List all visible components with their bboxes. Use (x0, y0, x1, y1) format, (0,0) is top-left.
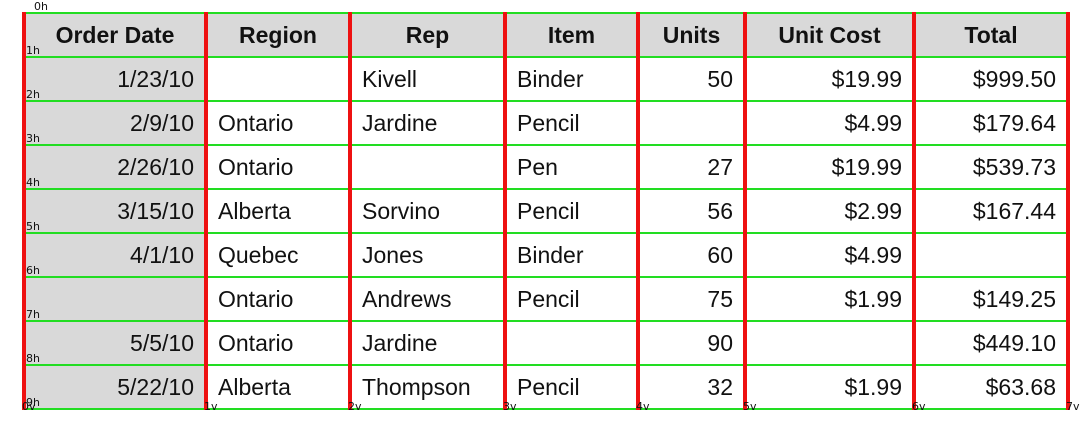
column-marker: 6v (912, 400, 926, 413)
cell-total[interactable]: $179.64 (912, 100, 1070, 146)
cell-rep[interactable]: Jardine (348, 100, 507, 146)
data-table: Order Date Region Rep Item Units Unit Co… (22, 12, 1070, 410)
cell-unit-cost[interactable]: $2.99 (743, 188, 916, 234)
cell-rep[interactable]: Thompson (348, 364, 507, 410)
cell-order-date[interactable]: 5/22/10 (22, 364, 208, 410)
cell-units[interactable]: 56 (636, 188, 747, 234)
cell-region[interactable]: Quebec (204, 232, 352, 278)
cell-unit-cost[interactable]: $19.99 (743, 56, 916, 102)
row-marker: 7h (26, 308, 40, 321)
cell-region[interactable]: Ontario (204, 100, 352, 146)
column-header-order-date[interactable]: Order Date (22, 12, 208, 58)
column-marker: 2v (348, 400, 362, 413)
cell-units[interactable]: 32 (636, 364, 747, 410)
table-row: 3/15/10 Alberta Sorvino Pencil 56 $2.99 $167.4… (22, 188, 1070, 234)
cell-order-date[interactable]: 1/23/10 (22, 56, 208, 102)
table-row: Ontario Andrews Pencil 75 $1.99 $149.25 (22, 276, 1070, 322)
column-marker: 3v (503, 400, 517, 413)
cell-order-date[interactable]: 3/15/10 (22, 188, 208, 234)
cell-rep[interactable]: Kivell (348, 56, 507, 102)
cell-rep[interactable]: Jones (348, 232, 507, 278)
cell-total[interactable]: $167.44 (912, 188, 1070, 234)
cell-unit-cost[interactable] (743, 320, 916, 366)
column-header-rep[interactable]: Rep (348, 12, 507, 58)
cell-total[interactable]: $449.10 (912, 320, 1070, 366)
column-header-item[interactable]: Item (503, 12, 640, 58)
cell-region[interactable] (204, 56, 352, 102)
cell-unit-cost[interactable]: $1.99 (743, 276, 916, 322)
cell-total[interactable]: $63.68 (912, 364, 1070, 410)
cell-item[interactable]: Binder (503, 56, 640, 102)
cell-total[interactable]: $999.50 (912, 56, 1070, 102)
cell-total[interactable]: $149.25 (912, 276, 1070, 322)
column-header-total[interactable]: Total (912, 12, 1070, 58)
table-row: 5/5/10 Ontario Jardine 90 $449.10 (22, 320, 1070, 366)
cell-item[interactable]: Pencil (503, 276, 640, 322)
cell-order-date[interactable] (22, 276, 208, 322)
column-header-region[interactable]: Region (204, 12, 352, 58)
row-marker: 4h (26, 176, 40, 189)
cell-units[interactable]: 90 (636, 320, 747, 366)
cell-item[interactable]: Pen (503, 144, 640, 190)
cell-order-date[interactable]: 2/26/10 (22, 144, 208, 190)
cell-rep[interactable]: Andrews (348, 276, 507, 322)
cell-item[interactable]: Pencil (503, 188, 640, 234)
column-header-units[interactable]: Units (636, 12, 747, 58)
cell-region[interactable]: Alberta (204, 364, 352, 410)
table-body: 1/23/10 Kivell Binder 50 $19.99 $999.50 2/9/10… (22, 56, 1070, 410)
column-marker: 1v (204, 400, 218, 413)
cell-region[interactable]: Ontario (204, 144, 352, 190)
cell-order-date[interactable]: 2/9/10 (22, 100, 208, 146)
column-marker: 0v (22, 400, 36, 413)
cell-region[interactable]: Ontario (204, 276, 352, 322)
cell-units[interactable]: 75 (636, 276, 747, 322)
cell-region[interactable]: Alberta (204, 188, 352, 234)
row-marker: 5h (26, 220, 40, 233)
cell-units[interactable]: 50 (636, 56, 747, 102)
cell-item[interactable]: Pencil (503, 100, 640, 146)
cell-order-date[interactable]: 5/5/10 (22, 320, 208, 366)
row-marker: 2h (26, 88, 40, 101)
table-row: 1/23/10 Kivell Binder 50 $19.99 $999.50 (22, 56, 1070, 102)
cell-units[interactable]: 27 (636, 144, 747, 190)
cell-item[interactable]: Pencil (503, 364, 640, 410)
cell-rep[interactable] (348, 144, 507, 190)
cell-unit-cost[interactable]: $19.99 (743, 144, 916, 190)
row-marker: 3h (26, 132, 40, 145)
column-header-unit-cost[interactable]: Unit Cost (743, 12, 916, 58)
cell-total[interactable]: $539.73 (912, 144, 1070, 190)
table-row: 5/22/10 Alberta Thompson Pencil 32 $1.99 $63.6… (22, 364, 1070, 410)
column-marker: 5v (743, 400, 757, 413)
cell-units[interactable]: 60 (636, 232, 747, 278)
cell-units[interactable] (636, 100, 747, 146)
cell-item[interactable]: Binder (503, 232, 640, 278)
cell-rep[interactable]: Jardine (348, 320, 507, 366)
cell-unit-cost[interactable]: $4.99 (743, 232, 916, 278)
column-marker: 7v (1066, 400, 1080, 413)
cell-region[interactable]: Ontario (204, 320, 352, 366)
row-marker: 0h (34, 0, 48, 13)
cell-unit-cost[interactable]: $1.99 (743, 364, 916, 410)
table-row: 2/26/10 Ontario Pen 27 $19.99 $539.73 (22, 144, 1070, 190)
column-marker: 4v (636, 400, 650, 413)
table-row: 4/1/10 Quebec Jones Binder 60 $4.99 (22, 232, 1070, 278)
cell-order-date[interactable]: 4/1/10 (22, 232, 208, 278)
row-marker: 9h (26, 396, 40, 409)
cell-rep[interactable]: Sorvino (348, 188, 507, 234)
cell-item[interactable] (503, 320, 640, 366)
cell-total[interactable] (912, 232, 1070, 278)
header-row: Order Date Region Rep Item Units Unit Co… (22, 12, 1070, 58)
cell-unit-cost[interactable]: $4.99 (743, 100, 916, 146)
table-row: 2/9/10 Ontario Jardine Pencil $4.99 $179.64 (22, 100, 1070, 146)
row-marker: 8h (26, 352, 40, 365)
row-marker: 1h (26, 44, 40, 57)
row-marker: 6h (26, 264, 40, 277)
